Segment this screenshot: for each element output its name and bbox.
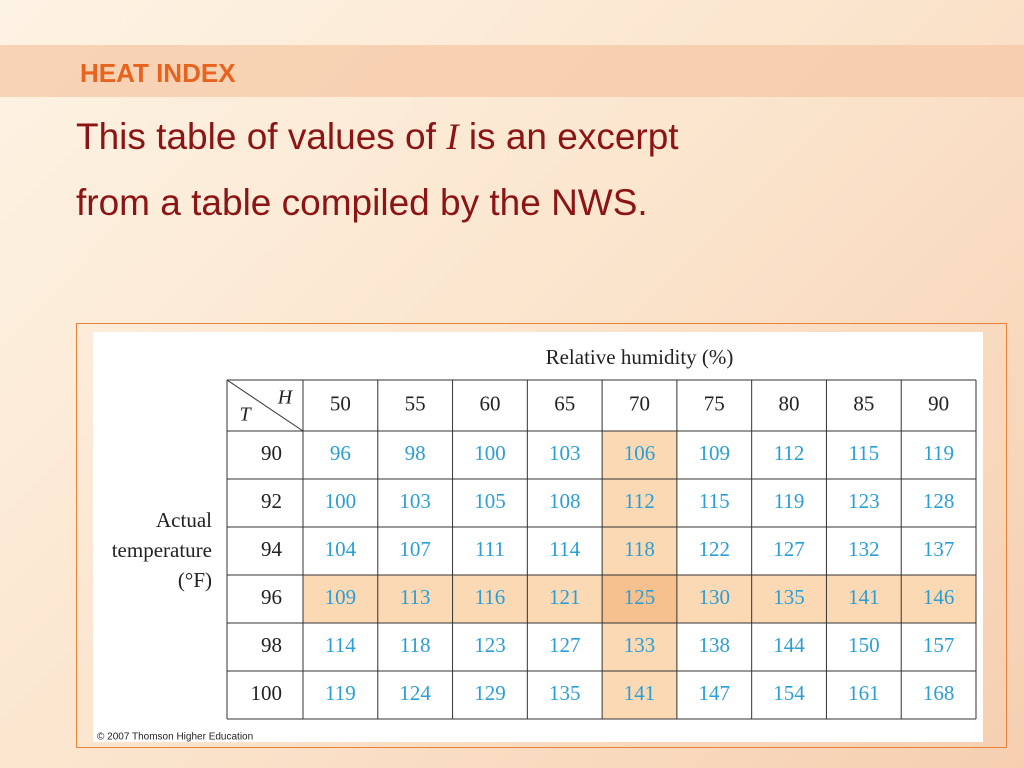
cell-value: 137	[923, 537, 955, 561]
cell-value: 157	[923, 633, 955, 657]
column-label: 90	[928, 391, 949, 415]
cell-value: 103	[399, 489, 431, 513]
cell-value: 114	[549, 537, 580, 561]
table-frame	[76, 323, 1007, 748]
column-label: 50	[330, 391, 351, 415]
column-label: 75	[704, 391, 725, 415]
text: is an excerpt	[468, 116, 679, 157]
cell-value: 150	[848, 633, 880, 657]
body-line: This table of values of I is an excerpt	[76, 116, 679, 159]
highlight-cell	[602, 575, 677, 623]
variable: I	[446, 117, 459, 158]
row-header: Actual	[156, 508, 212, 532]
cell-value: 141	[624, 681, 656, 705]
row-label: 96	[261, 585, 282, 609]
cell-value: 118	[624, 537, 655, 561]
cell-value: 112	[624, 489, 655, 513]
slide-title: HEAT INDEX	[80, 58, 236, 88]
text: This table of values of	[76, 116, 436, 157]
cell-value: 135	[549, 681, 581, 705]
cell-value: 161	[848, 681, 880, 705]
cell-value: 116	[475, 585, 506, 609]
cell-value: 147	[699, 681, 731, 705]
row-label: 90	[261, 441, 282, 465]
row-header: (°F)	[178, 568, 212, 592]
cell-value: 100	[474, 441, 506, 465]
title-bar	[0, 45, 1024, 97]
cell-value: 129	[474, 681, 506, 705]
cell-value: 154	[773, 681, 805, 705]
cell-value: 123	[848, 489, 880, 513]
cell-value: 123	[474, 633, 506, 657]
cell-value: 115	[699, 489, 730, 513]
column-label: 80	[779, 391, 800, 415]
cell-value: 133	[624, 633, 656, 657]
cell-value: 109	[325, 585, 357, 609]
cell-value: 119	[923, 441, 954, 465]
row-label: 98	[261, 633, 282, 657]
cell-value: 146	[923, 585, 955, 609]
cell-value: 119	[774, 489, 805, 513]
body-line: from a table compiled by the NWS.	[76, 182, 648, 223]
cell-value: 144	[773, 633, 805, 657]
cell-value: 100	[325, 489, 357, 513]
cell-value: 135	[773, 585, 805, 609]
cell-value: 130	[699, 585, 731, 609]
cell-value: 111	[475, 537, 505, 561]
row-header: temperature	[112, 538, 212, 562]
table-panel	[93, 332, 983, 742]
cell-value: 98	[405, 441, 426, 465]
cell-value: 96	[330, 441, 351, 465]
corner-column-symbol: H	[277, 387, 294, 409]
row-label: 100	[251, 681, 283, 705]
column-label: 60	[479, 391, 500, 415]
column-label: 65	[554, 391, 575, 415]
cell-value: 108	[549, 489, 581, 513]
cell-value: 119	[325, 681, 356, 705]
corner-row-symbol: T	[239, 404, 252, 426]
cell-value: 106	[624, 441, 656, 465]
cell-value: 115	[848, 441, 879, 465]
credit: © 2007 Thomson Higher Education	[97, 732, 253, 743]
row-label: 92	[261, 489, 282, 513]
cell-value: 118	[400, 633, 431, 657]
column-label: 85	[853, 391, 874, 415]
cell-value: 113	[400, 585, 431, 609]
cell-value: 124	[399, 681, 431, 705]
cell-value: 112	[774, 441, 805, 465]
cell-value: 141	[848, 585, 880, 609]
cell-value: 105	[474, 489, 506, 513]
cell-value: 138	[699, 633, 731, 657]
cell-value: 127	[773, 537, 805, 561]
cell-value: 104	[325, 537, 357, 561]
cell-value: 128	[923, 489, 955, 513]
cell-value: 114	[325, 633, 356, 657]
column-label: 55	[405, 391, 426, 415]
column-header: Relative humidity (%)	[546, 345, 734, 369]
row-label: 94	[261, 537, 283, 561]
cell-value: 122	[699, 537, 731, 561]
column-label: 70	[629, 391, 650, 415]
cell-value: 125	[624, 585, 656, 609]
cell-value: 121	[549, 585, 581, 609]
cell-value: 132	[848, 537, 880, 561]
cell-value: 107	[399, 537, 431, 561]
table-rule	[226, 379, 304, 432]
cell-value: 103	[549, 441, 581, 465]
cell-value: 109	[699, 441, 731, 465]
cell-value: 127	[549, 633, 581, 657]
cell-value: 168	[923, 681, 955, 705]
